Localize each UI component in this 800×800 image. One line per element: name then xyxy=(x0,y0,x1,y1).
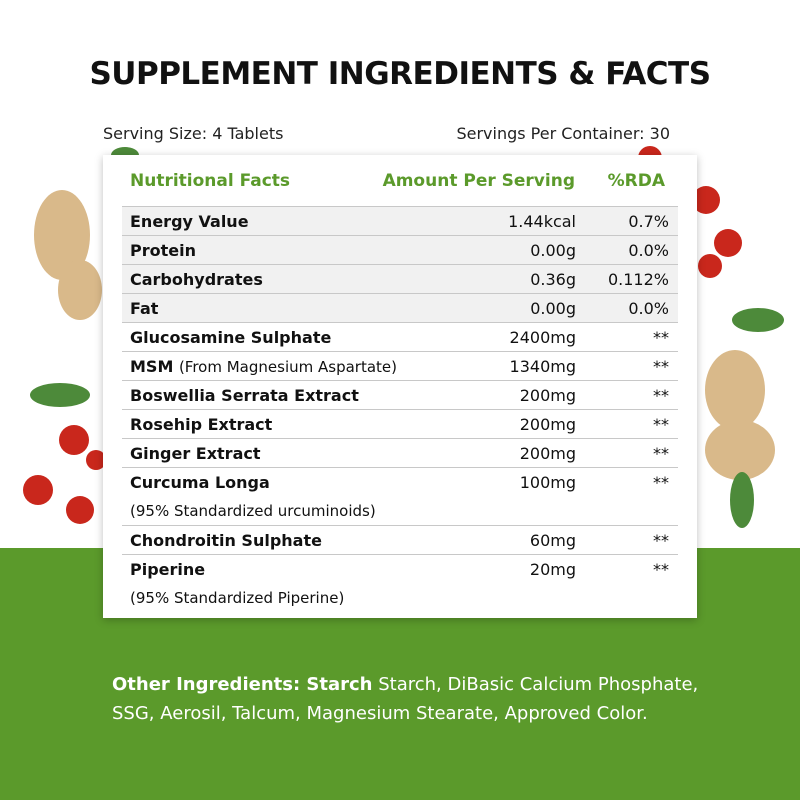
row-name: Piperine xyxy=(130,560,205,579)
row-amount: 60mg xyxy=(529,531,576,550)
other-ingredients: Other Ingredients: Starch Starch, DiBasi… xyxy=(112,670,712,728)
row-amount: 2400mg xyxy=(509,328,576,347)
row-rda: ** xyxy=(653,560,669,579)
row-name: Glucosamine Sulphate xyxy=(130,328,331,347)
name-text: Boswellia Serrata Extract xyxy=(130,386,359,405)
row-amount: 200mg xyxy=(519,415,576,434)
title: SUPPLEMENT INGREDIENTS & FACTS xyxy=(89,56,711,92)
name-text: Piperine xyxy=(130,560,206,579)
row-rda: ** xyxy=(653,444,669,463)
row-subline: (95% Standardized urcuminoids) xyxy=(130,502,376,520)
servings-per-container: Servings Per Container: 30 xyxy=(456,124,670,143)
name-text: Ginger Extract xyxy=(130,444,261,463)
table-row: Curcuma Longa 100mg ** (95% Standardized ur… xyxy=(122,467,678,526)
row-rda: ** xyxy=(653,531,669,550)
row-rda: 0.0% xyxy=(628,241,669,260)
row-amount: 20mg xyxy=(529,560,576,579)
other-label: Other Ingredients: Starch xyxy=(112,674,373,695)
row-name: Boswellia Serrata Extract xyxy=(130,386,359,405)
table-row: Rosehip Extract 200mg ** xyxy=(122,409,678,439)
name-text: Rosehip Extract xyxy=(130,415,273,434)
name-note: (From Magnesium Aspartate) xyxy=(178,358,397,376)
row-rda: ** xyxy=(653,415,669,434)
name-text: Energy Value xyxy=(130,212,249,231)
row-amount: 200mg xyxy=(519,444,576,463)
row-name: Energy Value xyxy=(130,212,249,231)
row-name: Carbohydrates xyxy=(130,270,263,289)
row-name: Rosehip Extract xyxy=(130,415,272,434)
table-row: Boswellia Serrata Extract 200mg ** xyxy=(122,380,678,410)
row-name: Curcuma Longa xyxy=(130,473,270,492)
column-header: Amount Per Serving xyxy=(382,171,575,191)
row-name: Ginger Extract xyxy=(130,444,261,463)
row-name: Chondroitin Sulphate xyxy=(130,531,322,550)
leaves xyxy=(30,147,784,528)
row-name: MSM (From Magnesium Aspartate) xyxy=(130,357,397,376)
table-row: MSM (From Magnesium Aspartate) 1340mg ** xyxy=(122,351,678,381)
row-rda: 0.7% xyxy=(628,212,669,231)
row-amount: 0.36g xyxy=(530,270,576,289)
row-amount: 1340mg xyxy=(509,357,576,376)
name-text: Chondroitin Sulphate xyxy=(130,531,322,550)
row-subline: (95% Standardized Piperine) xyxy=(130,589,345,607)
row-amount: 200mg xyxy=(519,386,576,405)
table-row: Piperine 20mg ** (95% Standardized Piperine… xyxy=(122,554,678,613)
column-header: Nutritional Facts xyxy=(130,171,291,191)
table-row: Chondroitin Sulphate 60mg ** xyxy=(122,525,678,555)
row-rda: 0.0% xyxy=(628,299,669,318)
row-amount: 100mg xyxy=(519,473,576,492)
table-row: Glucosamine Sulphate 2400mg ** xyxy=(122,322,678,352)
table-row: Carbohydrates 0.36g 0.112% xyxy=(122,264,678,294)
table-row: Energy Value 1.44kcal 0.7% xyxy=(122,206,678,236)
name-text: Curcuma Longa xyxy=(130,473,270,492)
row-name: Fat xyxy=(130,299,158,318)
row-amount: 0.00g xyxy=(530,299,576,318)
name-text: MSM xyxy=(130,357,174,376)
other-text: Starch, DiBasic Calcium Phosphate, SSG, … xyxy=(112,674,699,724)
row-rda: 0.112% xyxy=(607,270,669,289)
name-text: Fat xyxy=(130,299,159,318)
table-row: Fat 0.00g 0.0% xyxy=(122,293,678,323)
name-text: Carbohydrates xyxy=(130,270,263,289)
column-header: %RDA xyxy=(607,171,665,191)
row-amount: 1.44kcal xyxy=(508,212,576,231)
row-rda: ** xyxy=(653,386,669,405)
serving-size: Serving Size: 4 Tablets xyxy=(103,124,284,143)
row-rda: ** xyxy=(653,328,669,347)
table-row: Protein 0.00g 0.0% xyxy=(122,235,678,265)
name-text: Glucosamine Sulphate xyxy=(130,328,332,347)
facts-table: Nutritional Facts Amount Per Serving %RD… xyxy=(103,155,697,618)
row-name: Protein xyxy=(130,241,196,260)
ginger xyxy=(34,190,775,480)
row-amount: 0.00g xyxy=(530,241,576,260)
table-row: Ginger Extract 200mg ** xyxy=(122,438,678,468)
row-rda: ** xyxy=(653,357,669,376)
name-text: Protein xyxy=(130,241,196,260)
row-rda: ** xyxy=(653,473,669,492)
